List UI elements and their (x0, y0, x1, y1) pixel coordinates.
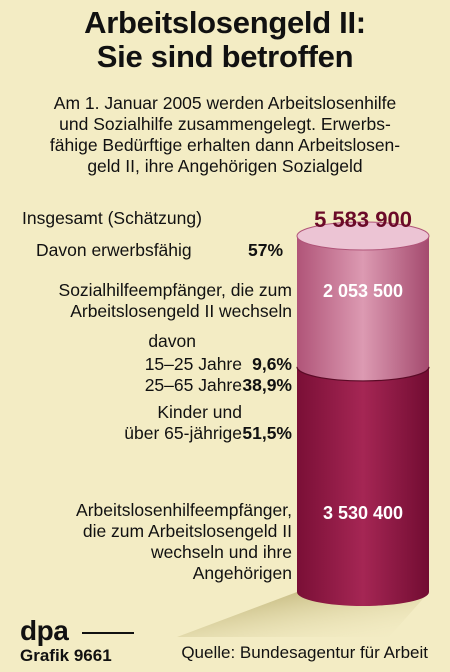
segment-divider (296, 366, 430, 382)
breakdown-pct-3: 51,5% (242, 423, 292, 443)
breakdown-label-3: Kinder und über 65-jährige (124, 402, 242, 444)
breakdown-label-3-line: über 65-jährige (124, 423, 242, 443)
chart-title: Arbeitslosengeld II: Sie sind betroffen (0, 6, 450, 74)
segment-2-label-line: Angehörigen (192, 563, 292, 583)
breakdown-heading: davon (148, 331, 196, 351)
segment-2-label: Arbeitslosenhilfeempfänger, die zum Arbe… (76, 500, 292, 584)
cylinder-segment-1 (297, 236, 429, 381)
intro-line: und Sozialhilfe zusammengelegt. Erwerbs- (59, 114, 391, 134)
total-label: Insgesamt (Schätzung) (22, 208, 202, 228)
segment-2-label-line: Arbeitslosenhilfeempfänger, (76, 500, 292, 520)
logo-rule (82, 632, 134, 634)
title-line-2: Sie sind betroffen (96, 39, 354, 74)
segment-2-label-line: die zum Arbeitslosengeld II (82, 521, 292, 541)
segment-2-label-line: wechseln und ihre (150, 542, 292, 562)
title-line-1: Arbeitslosengeld II: (84, 5, 366, 40)
intro-line: Am 1. Januar 2005 werden Arbeitslosenhil… (53, 93, 397, 113)
breakdown-label-1: 15–25 Jahre (144, 354, 242, 374)
source-note: Quelle: Bundesagentur für Arbeit (181, 643, 428, 662)
footer-branding: dpa Grafik 9661 (20, 615, 134, 667)
intro-line: fähige Bedürftige erhalten dann Arbeitsl… (49, 135, 401, 155)
segment-2-value-label: 3 530 400 (322, 503, 404, 523)
segment-1-label-line: Sozialhilfeempfänger, die zum (58, 280, 292, 300)
intro-text: Am 1. Januar 2005 werden Arbeitslosenhil… (0, 93, 450, 177)
segment-1-value-label: 2 053 500 (322, 281, 404, 301)
breakdown-pct-2: 38,9% (242, 375, 292, 395)
breakdown-pct-1: 9,6% (252, 354, 292, 374)
employable-pct: 57% (248, 240, 284, 260)
segment-1-label-line: Arbeitslosengeld II wechseln (70, 301, 292, 321)
dpa-logo: dpa (20, 615, 69, 646)
breakdown-label-2: 25–65 Jahre (144, 375, 242, 395)
graphic-id: Grafik 9661 (20, 646, 112, 665)
cylinder-segment-2 (297, 366, 429, 606)
cylinder-top (296, 221, 430, 251)
intro-line: geld II, ihre Angehörigen Sozialgeld (87, 156, 363, 176)
breakdown-label-3-line: Kinder und (157, 402, 242, 422)
employable-label: Davon erwerbsfähig (36, 240, 192, 260)
total-value-label: 5 583 900 (314, 207, 412, 232)
segment-1-label: Sozialhilfeempfänger, die zum Arbeitslos… (59, 280, 292, 322)
